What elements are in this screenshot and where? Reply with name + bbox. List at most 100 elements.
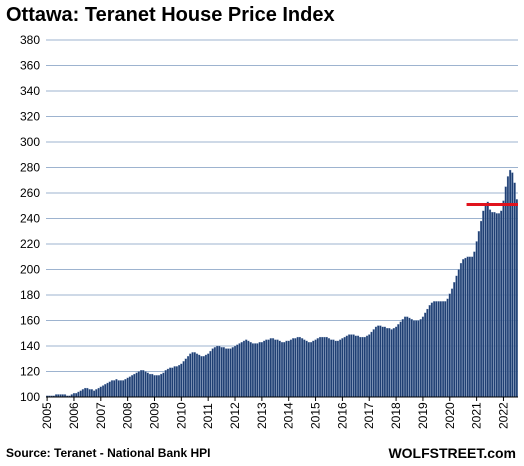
bar xyxy=(325,336,328,398)
bar xyxy=(419,319,422,398)
bar xyxy=(218,345,221,398)
bar xyxy=(242,340,246,398)
bar xyxy=(301,338,304,398)
y-tick-label: 340 xyxy=(20,84,40,98)
bar xyxy=(99,386,102,398)
bar xyxy=(200,356,203,398)
bar xyxy=(468,256,471,398)
bar xyxy=(216,345,219,398)
bar xyxy=(433,301,436,398)
bar xyxy=(122,380,125,398)
bar xyxy=(213,347,216,398)
bar xyxy=(79,390,82,398)
bar xyxy=(352,334,355,398)
y-tick-label: 360 xyxy=(20,59,40,73)
bar xyxy=(254,343,257,398)
bar xyxy=(115,379,118,398)
bar xyxy=(131,375,134,398)
bar xyxy=(392,328,395,398)
bar xyxy=(448,293,451,398)
bar xyxy=(401,319,404,398)
bar xyxy=(175,366,178,398)
bar xyxy=(75,393,78,398)
y-tick-label: 200 xyxy=(20,263,40,277)
bars-layer xyxy=(46,169,518,398)
bar xyxy=(133,373,136,398)
bar xyxy=(233,345,237,398)
bar xyxy=(480,220,483,398)
x-tick-label: 2009 xyxy=(147,402,161,429)
bar xyxy=(245,339,248,398)
x-tick-label: 2005 xyxy=(40,402,54,429)
bar xyxy=(332,339,335,398)
bar xyxy=(169,367,172,398)
bar xyxy=(459,263,463,398)
bar xyxy=(263,340,266,398)
y-tick-label: 140 xyxy=(20,339,40,353)
bar xyxy=(84,387,87,398)
bar xyxy=(415,320,418,398)
bar xyxy=(327,338,331,398)
bar xyxy=(348,334,351,398)
x-tick-label: 2017 xyxy=(362,402,376,429)
bar xyxy=(86,387,89,398)
bar xyxy=(374,326,378,398)
bar xyxy=(356,335,360,398)
bar xyxy=(178,365,181,398)
bar xyxy=(236,344,239,398)
x-tick-label: 2015 xyxy=(309,402,323,429)
bar xyxy=(184,358,187,398)
bar xyxy=(350,334,353,398)
bar xyxy=(455,275,458,398)
bar xyxy=(202,356,205,398)
y-tick-label: 260 xyxy=(20,186,40,200)
bar xyxy=(135,372,138,398)
x-tick-label: 2012 xyxy=(228,402,242,429)
bar xyxy=(77,391,80,398)
bar xyxy=(106,382,109,398)
chart-title: Ottawa: Teranet House Price Index xyxy=(6,4,335,26)
bar xyxy=(515,199,518,398)
bar xyxy=(258,342,261,398)
bar xyxy=(209,350,212,398)
bar xyxy=(424,312,427,398)
bar xyxy=(388,328,391,398)
bar xyxy=(441,301,445,398)
bar xyxy=(484,203,487,398)
x-tick-label: 2006 xyxy=(67,402,81,429)
bar xyxy=(482,210,485,398)
bar xyxy=(238,343,241,398)
bar xyxy=(305,340,308,398)
bar xyxy=(410,319,413,398)
bar xyxy=(113,380,116,398)
bar xyxy=(486,201,489,398)
bar xyxy=(466,256,469,398)
bar xyxy=(462,259,465,398)
bar xyxy=(153,375,156,398)
bar xyxy=(274,339,277,398)
bar xyxy=(511,172,514,398)
bar xyxy=(144,371,147,398)
bar xyxy=(504,186,507,398)
y-tick-label: 100 xyxy=(20,390,40,404)
bar xyxy=(72,393,76,398)
bar xyxy=(271,338,275,398)
x-tick-label: 2018 xyxy=(389,402,403,429)
bar xyxy=(312,340,315,398)
bar xyxy=(475,241,478,398)
y-tick-label: 180 xyxy=(20,288,40,302)
bar xyxy=(191,352,194,398)
bar xyxy=(372,329,375,398)
x-tick-label: 2016 xyxy=(335,402,349,429)
bar xyxy=(171,367,174,398)
bar xyxy=(473,251,476,398)
x-tick-label: 2014 xyxy=(282,402,296,429)
y-tick-label: 320 xyxy=(20,110,40,124)
bar xyxy=(314,339,317,398)
y-tick-label: 280 xyxy=(20,161,40,175)
bar xyxy=(276,339,279,398)
bar xyxy=(289,339,293,398)
y-tick-label: 240 xyxy=(20,212,40,226)
bar xyxy=(247,340,250,398)
bar xyxy=(406,316,409,398)
